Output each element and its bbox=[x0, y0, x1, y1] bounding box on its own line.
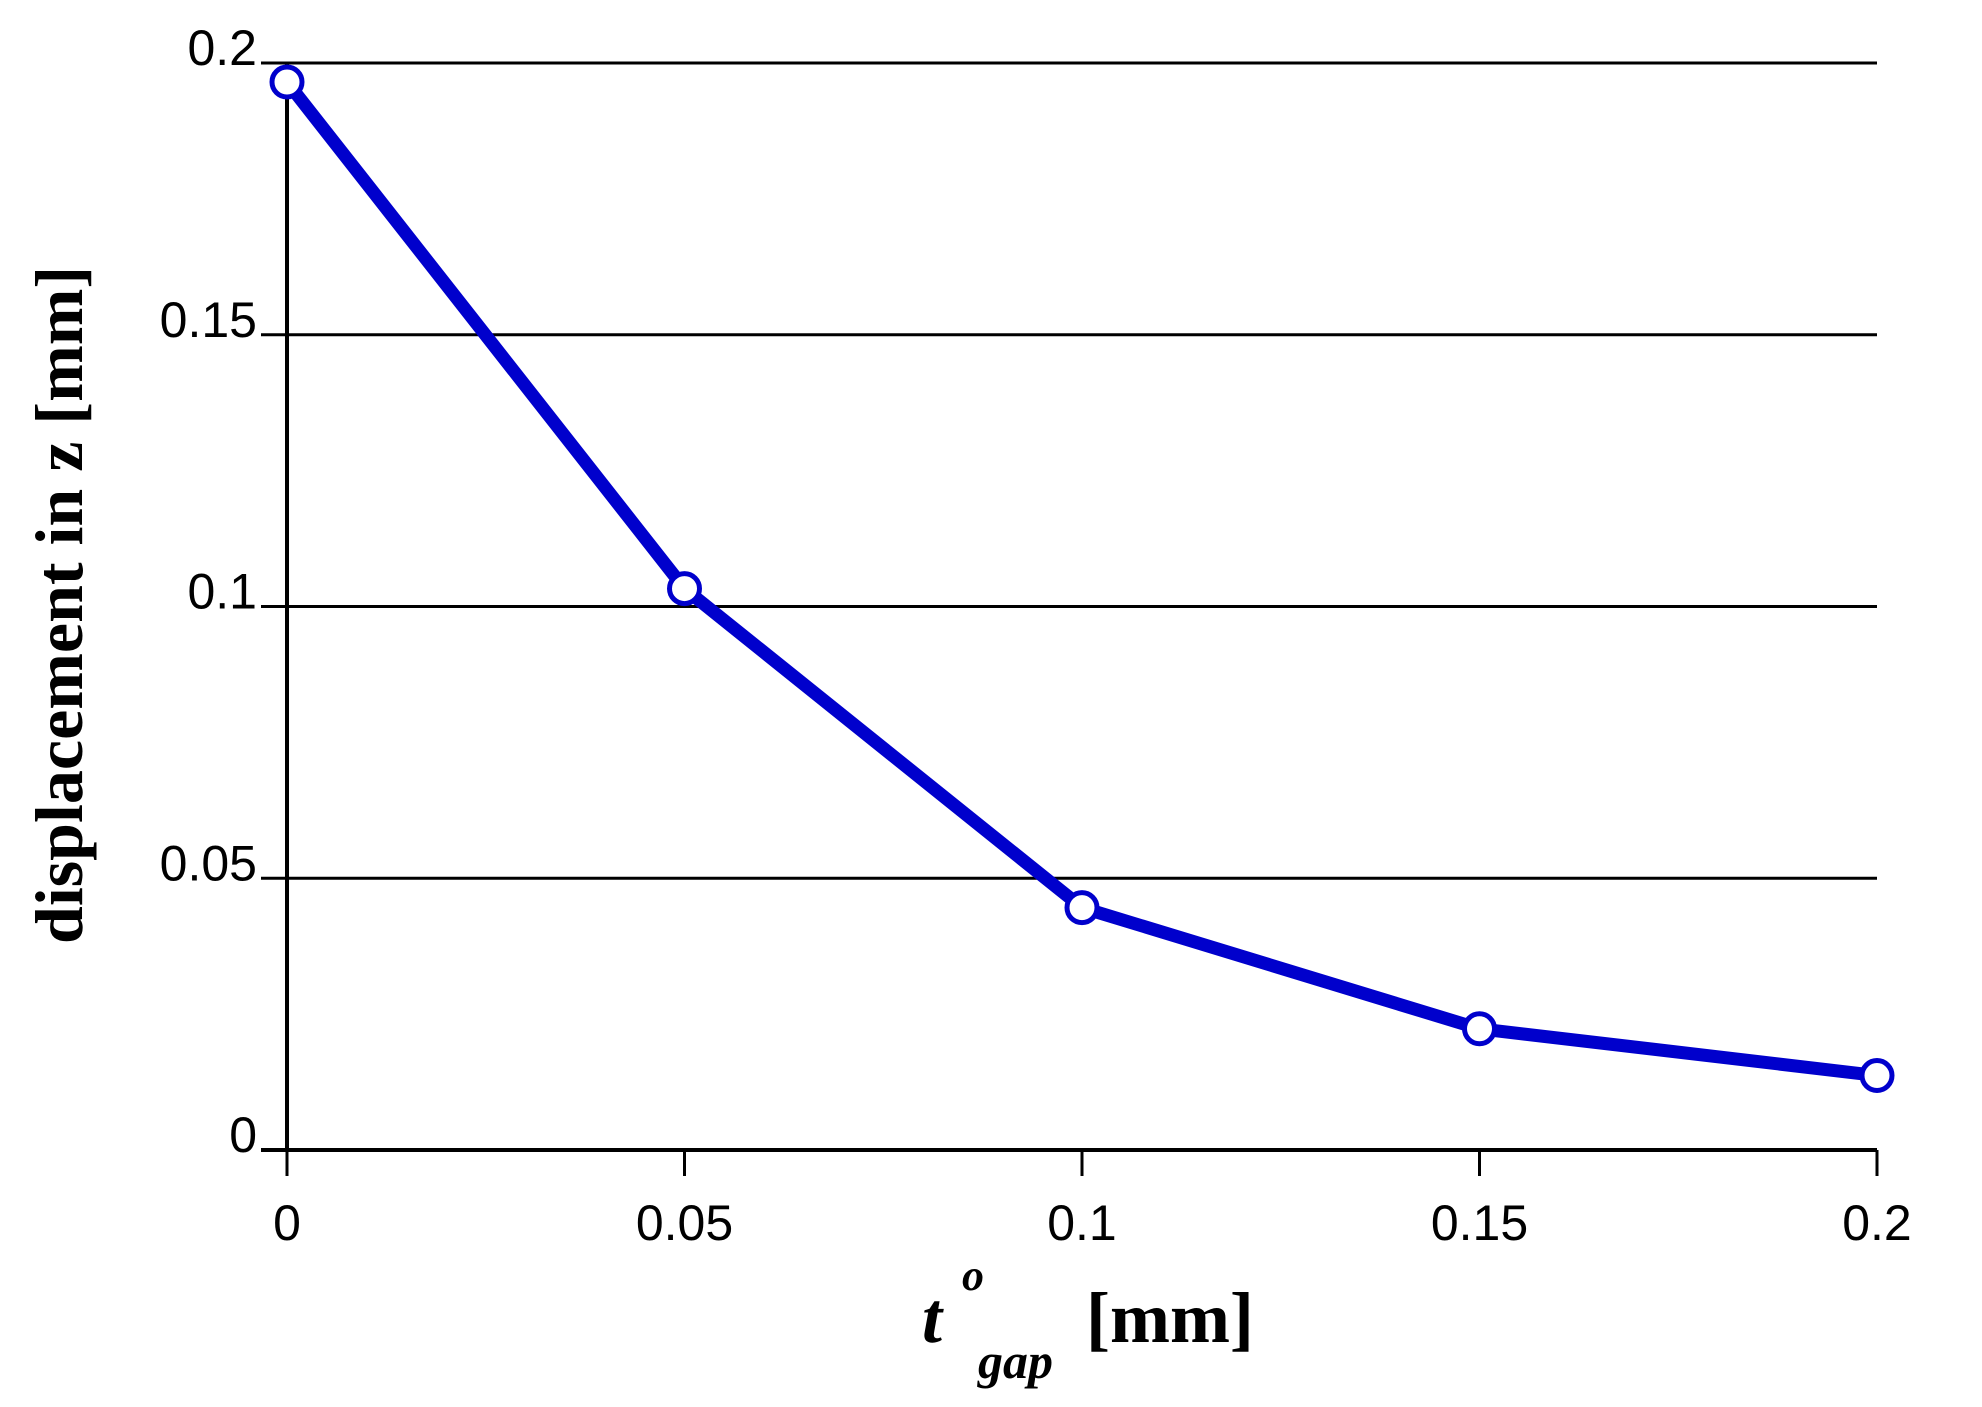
svg-text:gap: gap bbox=[977, 1333, 1053, 1389]
x-axis-title-symbol: t bbox=[922, 1278, 944, 1358]
y-tick-label: 0.15 bbox=[160, 292, 257, 348]
data-point-marker bbox=[1462, 1011, 1497, 1047]
grid-lines bbox=[287, 61, 1877, 880]
x-axis-title-superscript: o bbox=[962, 1251, 984, 1300]
svg-text:t: t bbox=[922, 1278, 944, 1358]
svg-text:[mm]: [mm] bbox=[1086, 1278, 1254, 1358]
x-tick-label: 0.05 bbox=[636, 1195, 733, 1251]
svg-text:o: o bbox=[962, 1251, 984, 1300]
x-tick-label: 0.15 bbox=[1431, 1195, 1528, 1251]
x-tick-label: 0.1 bbox=[1047, 1195, 1117, 1251]
x-axis-title: t o gap [mm] bbox=[922, 1251, 1254, 1389]
axis-ticks: 0 0.05 0.1 0.15 0.2 0 0.05 0.1 0.15 0.2 bbox=[160, 20, 1912, 1251]
y-tick-label: 0 bbox=[229, 1107, 257, 1163]
x-tick-label: 0 bbox=[273, 1195, 301, 1251]
y-tick-label: 0.1 bbox=[187, 564, 257, 620]
data-point-marker bbox=[1859, 1058, 1895, 1094]
y-tick-label: 0.2 bbox=[187, 20, 257, 76]
data-point-marker bbox=[1064, 890, 1100, 926]
x-axis-title-subscript: gap bbox=[977, 1333, 1053, 1389]
y-axis-title: displacement in z [mm] bbox=[21, 266, 97, 944]
series-layer bbox=[269, 64, 1895, 1094]
x-tick-label: 0.2 bbox=[1842, 1195, 1912, 1251]
y-tick-label: 0.05 bbox=[160, 835, 257, 891]
data-point-marker bbox=[667, 571, 702, 607]
series-line bbox=[280, 75, 1884, 1083]
data-point-marker bbox=[269, 64, 305, 100]
x-axis-title-unit: [mm] bbox=[1086, 1278, 1254, 1358]
